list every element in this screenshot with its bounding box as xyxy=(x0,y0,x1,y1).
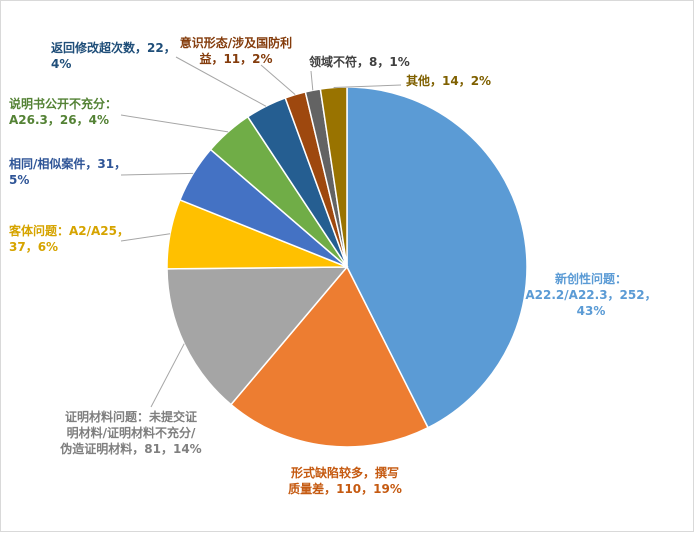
leader-line-8 xyxy=(310,70,314,91)
data-label-1: 形式缺陷较多，撰写质量差，110，19% xyxy=(288,465,402,496)
pie-slice-0 xyxy=(346,86,528,429)
leader-line-2 xyxy=(150,343,185,408)
data-label-5: 说明书公开不充分： A26.3，26，4% xyxy=(9,96,117,127)
data-label-9: 其他，14，2% xyxy=(406,73,491,88)
leader-lines xyxy=(120,56,402,408)
leader-line-6 xyxy=(175,56,267,107)
data-label-8: 领域不符，8，1% xyxy=(309,54,410,69)
data-label-6: 返回修改超次数，22， 4% xyxy=(51,40,176,71)
data-labels: 新创性问题： A22.2/A22.3，252， 43% 形式缺陷较多，撰写质量差，11… xyxy=(8,35,657,496)
data-label-4: 相同/相似案件，31， 5% xyxy=(9,156,126,187)
leader-line-3 xyxy=(120,233,171,242)
data-label-3: 客体问题：A2/A25， 37，6% xyxy=(8,223,129,254)
leader-line-4 xyxy=(120,172,194,176)
leader-line-7 xyxy=(260,64,296,95)
leader-line-9 xyxy=(333,84,402,88)
pie-slice-1 xyxy=(229,265,430,448)
data-label-7: 意识形态/涉及国防利益，11，2% xyxy=(180,35,292,66)
leader-line-5 xyxy=(120,114,229,133)
data-label-2: 证明材料问题：未提交证明材料/证明材料不充分/伪造证明材料，81，14% xyxy=(59,409,201,456)
pie-slices xyxy=(166,86,528,448)
data-label-0: 新创性问题： A22.2/A22.3，252， 43% xyxy=(525,271,656,318)
